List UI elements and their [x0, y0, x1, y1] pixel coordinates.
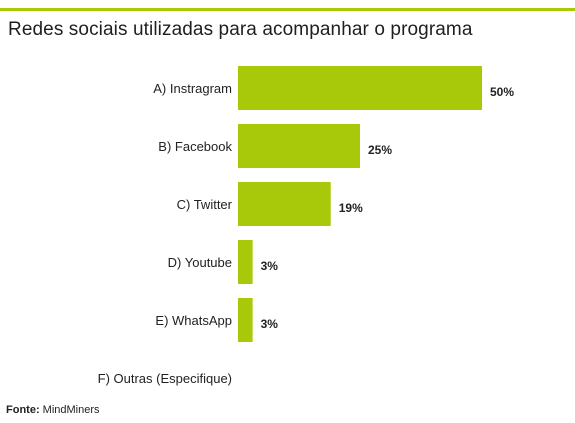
- category-label-instragram: A) Instragram: [153, 81, 232, 96]
- bar-twitter: [238, 182, 331, 226]
- value-label-instragram: 50%: [490, 85, 514, 99]
- bar-instragram: [238, 66, 482, 110]
- bar-facebook: [238, 124, 360, 168]
- chart-title: Redes sociais utilizadas para acompanhar…: [8, 19, 473, 40]
- value-label-twitter: 19%: [339, 201, 363, 215]
- bar-whatsapp: [238, 298, 253, 342]
- bar-youtube: [238, 240, 253, 284]
- category-label-twitter: C) Twitter: [177, 197, 233, 212]
- source-label: Fonte:: [6, 404, 40, 416]
- top-rule: [0, 8, 575, 11]
- source-note: Fonte: MindMiners: [6, 404, 100, 416]
- value-label-whatsapp: 3%: [261, 317, 279, 331]
- category-label-youtube: D) Youtube: [168, 255, 232, 270]
- value-label-youtube: 3%: [261, 259, 279, 273]
- value-label-facebook: 25%: [368, 143, 392, 157]
- source-text: MindMiners: [42, 404, 100, 416]
- category-label-whatsapp: E) WhatsApp: [155, 313, 232, 328]
- category-label-facebook: B) Facebook: [158, 139, 232, 154]
- category-label-outras-especifique: F) Outras (Especifique): [98, 371, 232, 386]
